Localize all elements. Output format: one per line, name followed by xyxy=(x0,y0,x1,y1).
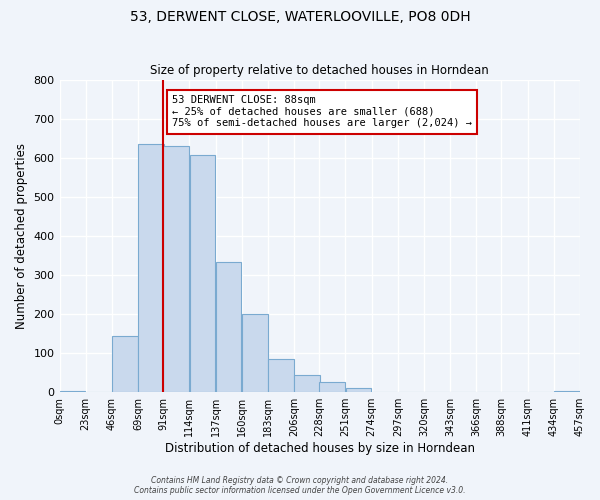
Bar xyxy=(216,262,241,392)
Bar xyxy=(60,391,85,392)
Bar xyxy=(242,314,268,392)
Bar xyxy=(554,391,580,392)
Bar xyxy=(190,154,215,392)
Bar xyxy=(112,336,138,392)
Bar xyxy=(346,388,371,392)
Bar xyxy=(295,374,320,392)
Bar xyxy=(268,359,294,392)
Y-axis label: Number of detached properties: Number of detached properties xyxy=(15,143,28,329)
Text: 53 DERWENT CLOSE: 88sqm
← 25% of detached houses are smaller (688)
75% of semi-d: 53 DERWENT CLOSE: 88sqm ← 25% of detache… xyxy=(172,95,472,128)
Bar xyxy=(139,144,164,392)
Text: 53, DERWENT CLOSE, WATERLOOVILLE, PO8 0DH: 53, DERWENT CLOSE, WATERLOOVILLE, PO8 0D… xyxy=(130,10,470,24)
Bar xyxy=(163,146,189,392)
X-axis label: Distribution of detached houses by size in Horndean: Distribution of detached houses by size … xyxy=(165,442,475,455)
Title: Size of property relative to detached houses in Horndean: Size of property relative to detached ho… xyxy=(151,64,489,77)
Bar xyxy=(319,382,345,392)
Text: Contains HM Land Registry data © Crown copyright and database right 2024.
Contai: Contains HM Land Registry data © Crown c… xyxy=(134,476,466,495)
